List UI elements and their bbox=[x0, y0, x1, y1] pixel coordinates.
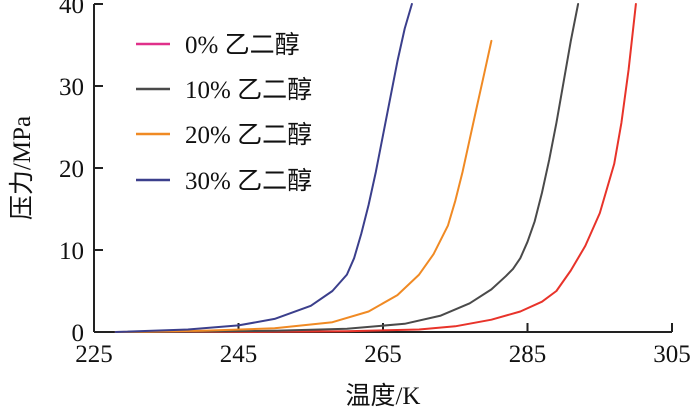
y-tick-label: 20 bbox=[59, 156, 84, 183]
x-axis-label: 温度/K bbox=[345, 382, 420, 410]
legend-label: 0% 乙二醇 bbox=[185, 31, 300, 59]
x-tick-label: 285 bbox=[509, 341, 547, 368]
y-tick-label: 40 bbox=[59, 0, 84, 19]
y-tick-label: 30 bbox=[59, 74, 84, 101]
y-axis-label: 压力/MPa bbox=[8, 116, 36, 220]
y-ticks: 0 10 20 30 40 bbox=[59, 0, 103, 347]
x-tick-label: 225 bbox=[75, 341, 113, 368]
legend: 0% 乙二醇 10% 乙二醇 20% 乙二醇 30% 乙二醇 bbox=[136, 31, 312, 195]
series-line-0 bbox=[114, 3, 637, 333]
series-group bbox=[114, 3, 637, 333]
x-tick-label: 305 bbox=[653, 341, 691, 368]
legend-label: 20% 乙二醇 bbox=[185, 121, 312, 149]
y-tick-label: 0 bbox=[72, 320, 85, 347]
series-line-1 bbox=[114, 3, 580, 333]
y-tick-label: 10 bbox=[59, 238, 84, 265]
x-tick-label: 245 bbox=[220, 341, 258, 368]
x-tick-label: 265 bbox=[364, 341, 402, 368]
legend-label: 30% 乙二醇 bbox=[185, 167, 312, 195]
series-line-2 bbox=[114, 39, 493, 333]
series-line-3 bbox=[114, 3, 413, 333]
legend-label: 10% 乙二醇 bbox=[185, 76, 312, 104]
x-ticks: 225 245 265 285 305 bbox=[75, 323, 691, 368]
